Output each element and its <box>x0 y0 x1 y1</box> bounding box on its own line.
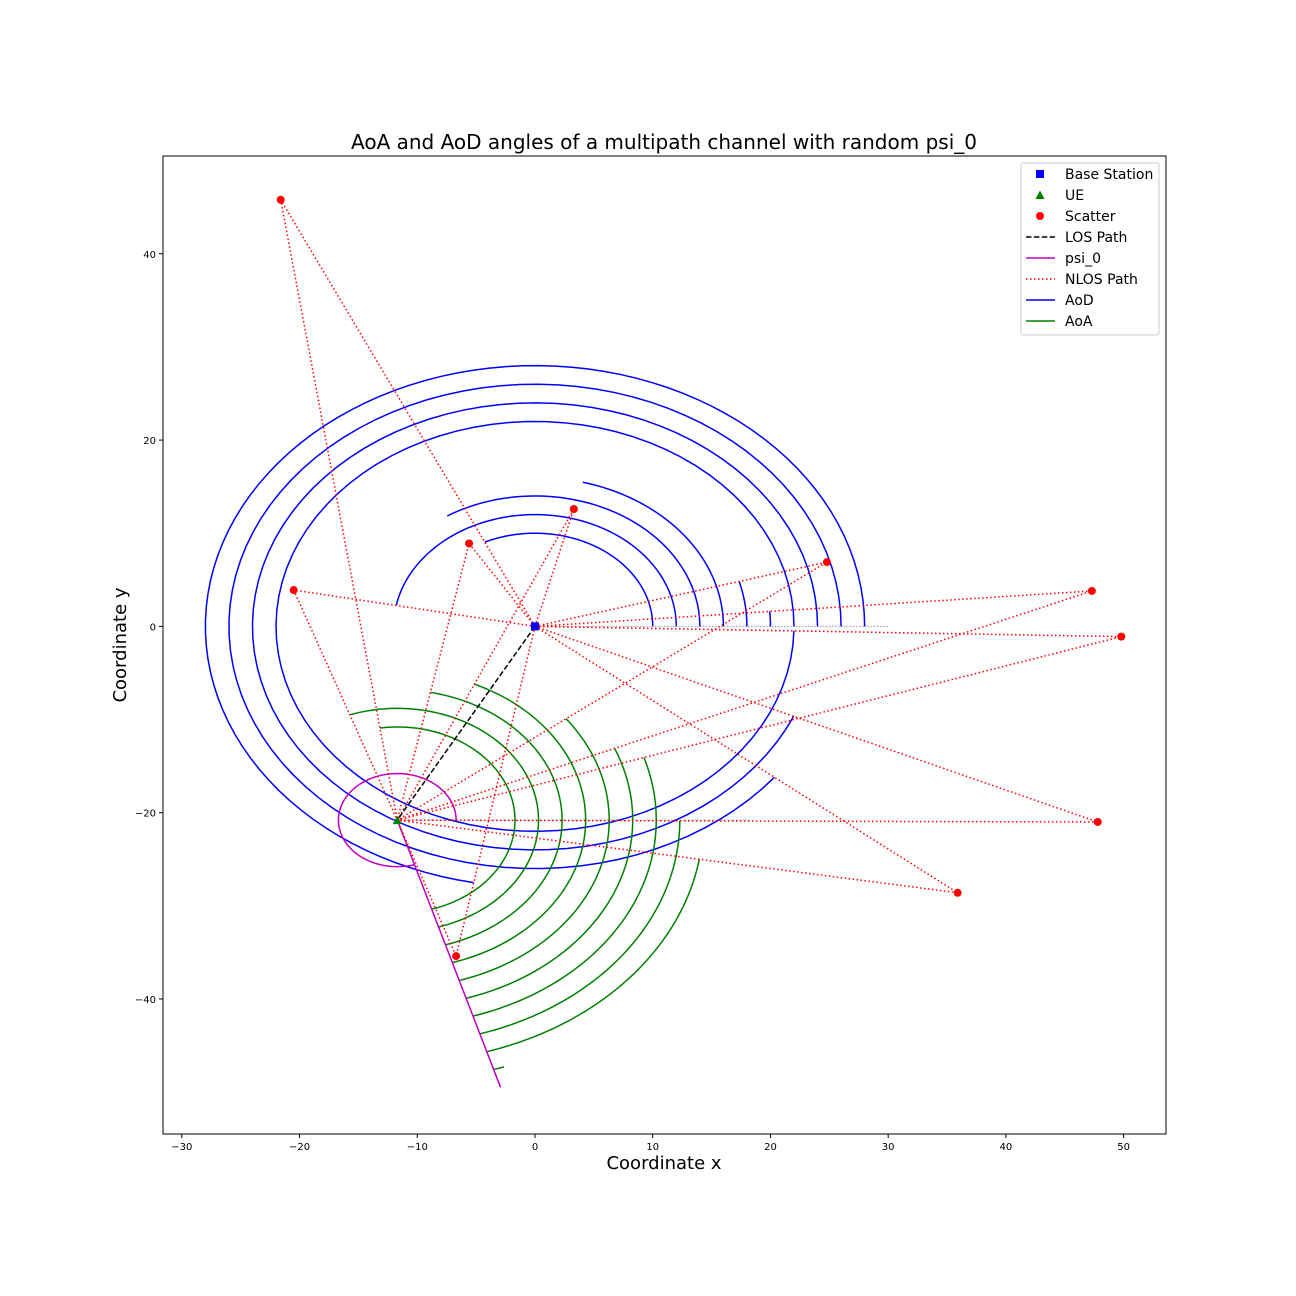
legend-entry: LOS Path <box>1065 230 1127 246</box>
x-tick-label: −20 <box>289 1142 310 1153</box>
aod-arc <box>275 420 795 833</box>
aod-arc <box>251 402 819 851</box>
axis-ticks: −30 −20 −10 0 10 20 30 40 50 −40 −20 0 20 40 <box>135 250 1130 1153</box>
legend-marker <box>1036 212 1044 220</box>
psi0-arc <box>337 772 457 868</box>
ue-marker <box>392 815 402 825</box>
scatter-point <box>465 539 474 548</box>
nlos-path <box>396 508 575 821</box>
legend-entry: Base Station <box>1065 167 1153 183</box>
scatter-point <box>1093 817 1102 826</box>
aoa-arc <box>459 718 610 982</box>
scatter-point <box>1117 632 1126 641</box>
aod-arc <box>228 383 842 870</box>
plot-area <box>204 195 1126 1088</box>
scatter-point <box>953 888 962 897</box>
y-tick-label: −40 <box>135 995 156 1006</box>
aod-arc <box>738 581 748 627</box>
legend-entry: AoA <box>1065 314 1093 330</box>
aod-arc <box>582 481 725 627</box>
scatter-point <box>452 952 461 961</box>
x-tick-label: −30 <box>171 1142 192 1153</box>
aoa-arc <box>430 691 563 946</box>
aod-arc <box>768 611 772 627</box>
nlos-path <box>396 561 828 821</box>
x-tick-label: 40 <box>1000 1142 1013 1153</box>
legend-entry: UE <box>1065 188 1084 204</box>
scatter-point <box>822 558 831 567</box>
scatter-point <box>276 195 285 204</box>
nlos-path <box>396 541 536 821</box>
base-station-marker <box>531 622 540 631</box>
scatter-point <box>1087 586 1096 595</box>
legend-entry: psi_0 <box>1065 251 1101 267</box>
aoa-arc <box>452 683 587 964</box>
legend-box <box>1020 162 1160 336</box>
legend-entry: Scatter <box>1065 209 1116 225</box>
scatter-point <box>569 505 578 514</box>
x-tick-label: 20 <box>764 1142 777 1153</box>
aoa-arc <box>379 726 516 910</box>
x-tick-label: −10 <box>407 1142 428 1153</box>
x-tick-label: 50 <box>1117 1142 1130 1153</box>
y-tick-label: −20 <box>135 809 156 820</box>
x-axis-title: Coordinate x <box>606 1153 721 1174</box>
axes-frame <box>162 155 1167 1135</box>
aoa-arc <box>493 1066 505 1071</box>
chart-title: AoA and AoD angles of a multipath channe… <box>351 130 977 154</box>
aoa-arc <box>479 820 681 1035</box>
legend-marker <box>1035 190 1045 199</box>
legend-entry: AoD <box>1065 293 1094 309</box>
aoa-arc <box>472 757 658 1017</box>
aoa-arc <box>465 748 634 999</box>
x-tick-label: 30 <box>882 1142 895 1153</box>
x-tick-label: 10 <box>646 1142 659 1153</box>
legend: Base Station UE Scatter LOS Path psi_0 NLOS P… <box>1020 162 1160 336</box>
los-path <box>396 625 536 821</box>
y-tick-label: 40 <box>143 250 156 261</box>
y-axis-title: Coordinate y <box>110 587 131 702</box>
aoa-arc <box>349 707 540 928</box>
aod-arc <box>204 364 866 884</box>
scatter-point <box>289 586 298 595</box>
aoa-arc <box>486 859 701 1053</box>
aod-arc <box>446 495 701 627</box>
x-tick-label: 0 <box>532 1142 538 1153</box>
nlos-path <box>396 626 536 959</box>
aod-arc <box>484 532 654 627</box>
aod-arc <box>395 513 678 627</box>
y-tick-label: 0 <box>150 622 156 633</box>
legend-marker <box>1036 170 1044 178</box>
y-tick-label: 20 <box>143 436 156 447</box>
nlos-path <box>397 625 959 894</box>
legend-entry: NLOS Path <box>1065 272 1138 288</box>
nlos-path <box>397 625 1122 821</box>
